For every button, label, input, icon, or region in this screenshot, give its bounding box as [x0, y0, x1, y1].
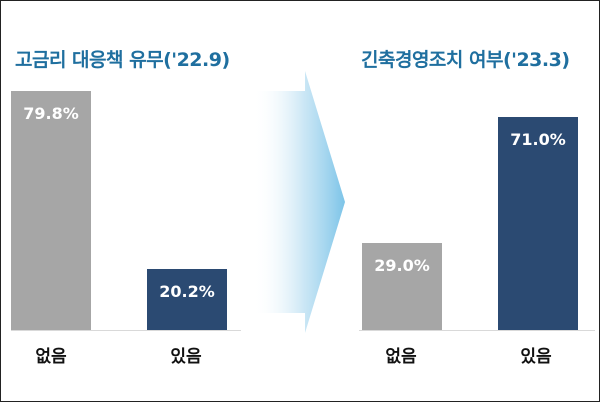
bar-yes-right-value: 71.0%: [510, 130, 566, 149]
baseline-right: [359, 330, 595, 331]
bar-yes-right: 71.0%: [498, 117, 578, 330]
category-label-yes-left: 있음: [170, 347, 202, 367]
bar-yes-left: 20.2%: [147, 269, 227, 330]
chart-title-right: 긴축경영조치 여부('23.3): [361, 49, 570, 71]
bar-none-left: 79.8%: [11, 90, 91, 330]
bar-yes-left-value: 20.2%: [159, 282, 215, 302]
category-label-yes-right: 있음: [520, 347, 552, 367]
arrow-right-icon: [253, 71, 345, 333]
bar-none-right-value: 29.0%: [374, 256, 430, 275]
baseline-left: [11, 330, 241, 331]
chart-title-left: 고금리 대응책 유무('22.9): [15, 49, 230, 71]
category-label-none-right: 없음: [385, 347, 417, 367]
bar-none-left-value: 79.8%: [23, 103, 79, 123]
category-label-none-left: 없음: [35, 347, 67, 367]
bar-none-right: 29.0%: [362, 243, 442, 330]
